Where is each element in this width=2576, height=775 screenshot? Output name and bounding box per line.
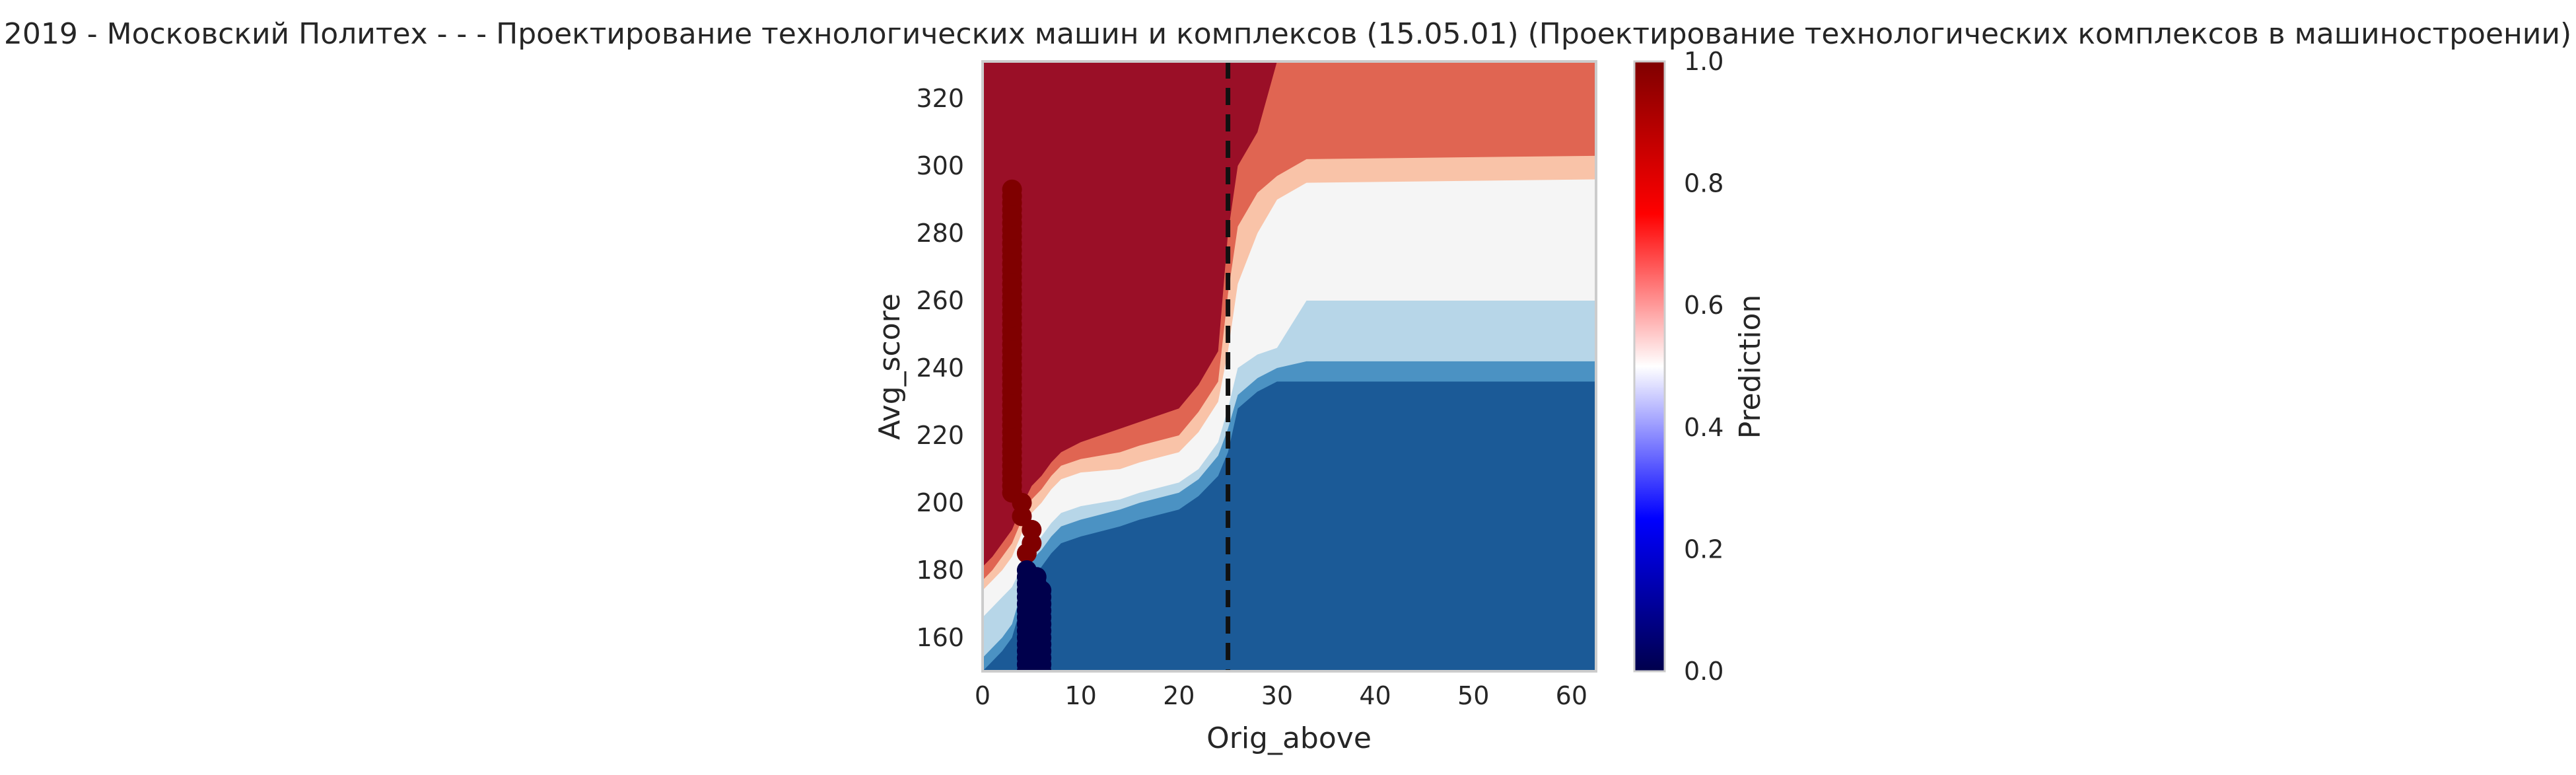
y-tick-label: 160 <box>916 623 964 652</box>
y-tick-label: 320 <box>916 84 964 113</box>
point-class-1 <box>1016 543 1037 564</box>
colorbar-tick-label: 0.8 <box>1684 169 1723 198</box>
y-tick-label: 260 <box>916 286 964 315</box>
class-1-points <box>1002 179 1042 564</box>
x-tick-label: 60 <box>1556 681 1587 710</box>
x-axis-ticks: 0 10 20 30 40 50 60 <box>975 681 1587 710</box>
x-tick-label: 50 <box>1457 681 1489 710</box>
colorbar-tick-label: 0.4 <box>1684 413 1723 442</box>
y-tick-label: 180 <box>916 556 964 585</box>
y-axis-label: Avg_score <box>873 293 907 440</box>
y-tick-label: 200 <box>916 488 964 517</box>
colorbar-ticks: 0.0 0.2 0.4 0.6 0.8 1.0 <box>1684 47 1723 686</box>
colorbar <box>1633 60 1666 673</box>
plot-frame <box>981 60 1597 673</box>
chart-title: 2019 - Московский Политех - - - Проектир… <box>4 17 2571 51</box>
colorbar-label: Prediction <box>1733 295 1767 439</box>
x-tick-label: 10 <box>1064 681 1096 710</box>
x-tick-label: 30 <box>1261 681 1293 710</box>
colorbar-tick-label: 0.0 <box>1684 657 1723 686</box>
plot-area <box>983 61 1596 671</box>
x-axis-label: Orig_above <box>1206 721 1372 755</box>
y-tick-label: 300 <box>916 151 964 180</box>
y-tick-label: 280 <box>916 219 964 248</box>
point-class-0 <box>1031 580 1052 601</box>
x-tick-label: 20 <box>1163 681 1195 710</box>
x-tick-label: 0 <box>975 681 991 710</box>
y-axis-ticks: 160 180 200 220 240 260 280 300 320 <box>916 84 964 652</box>
colorbar-tick-label: 0.2 <box>1684 535 1723 564</box>
colorbar-tick-label: 1.0 <box>1684 47 1723 76</box>
point-class-1 <box>1002 179 1022 200</box>
x-tick-label: 40 <box>1359 681 1391 710</box>
y-tick-label: 240 <box>916 353 964 383</box>
colorbar-tick-label: 0.6 <box>1684 291 1723 320</box>
class-0-points <box>1016 560 1052 671</box>
y-tick-label: 220 <box>916 421 964 450</box>
contour-region-0-2 <box>983 381 1596 671</box>
